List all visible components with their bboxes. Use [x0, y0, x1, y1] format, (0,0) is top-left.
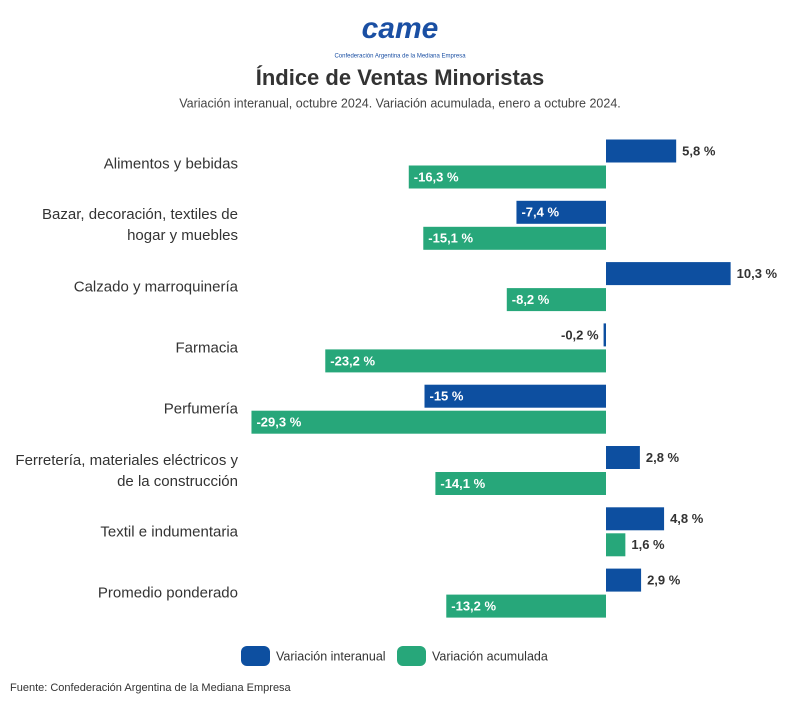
logo: came: [362, 12, 439, 45]
value-label: 4,8 %: [670, 511, 704, 526]
value-label: 5,8 %: [682, 143, 716, 158]
bar: [606, 446, 640, 469]
bar: [606, 568, 642, 592]
bar: [408, 165, 606, 189]
value-label: 2,9 %: [647, 573, 681, 588]
chart-subtitle: Variación interanual, octubre 2024. Vari…: [179, 96, 621, 110]
category-label: Perfumería: [163, 400, 238, 418]
bar: [446, 594, 606, 618]
value-label: -23,2 %: [330, 353, 375, 368]
value-label: -7,4 %: [521, 205, 559, 220]
value-label: -15,1 %: [428, 231, 473, 246]
bar: [251, 410, 606, 434]
legend-label: Variación acumulada: [432, 649, 548, 663]
value-label: -8,2 %: [512, 292, 550, 307]
value-label: -15 %: [430, 389, 464, 404]
bar: [325, 349, 606, 373]
category-label: Farmacia: [175, 339, 238, 357]
bar: [606, 262, 731, 286]
legend-label: Variación interanual: [276, 649, 386, 663]
value-label: 1,6 %: [631, 537, 665, 552]
category-label: Bazar, decoración, textiles de hogar y m…: [42, 206, 238, 245]
bar: [606, 507, 665, 531]
bar: [435, 472, 606, 495]
bar: [424, 384, 606, 408]
legend-swatch: [397, 646, 426, 666]
category-label: Alimentos y bebidas: [103, 155, 238, 173]
bar: [506, 288, 606, 312]
bar: [516, 200, 606, 224]
value-label: 2,8 %: [646, 450, 680, 465]
value-label: -13,2 %: [451, 599, 496, 614]
value-label: 10,3 %: [737, 266, 778, 281]
bar: [606, 533, 626, 557]
chart-title: Índice de Ventas Minoristas: [256, 65, 545, 90]
source: Fuente: Confederación Argentina de la Me…: [10, 682, 292, 694]
value-label: -29,3 %: [256, 415, 301, 430]
bar: [423, 226, 606, 250]
logo-subtitle: Confederación Argentina de la Mediana Em…: [334, 54, 466, 60]
category-label: Promedio ponderado: [97, 584, 238, 602]
value-label: -0,2 %: [561, 327, 599, 342]
category-label: Calzado y marroquinería: [73, 278, 238, 296]
category-label: Textil e indumentaria: [100, 523, 238, 541]
value-label: -14,1 %: [440, 476, 485, 491]
legend-swatch: [241, 646, 270, 666]
bar: [603, 323, 606, 347]
category-label: Ferretería, materiales eléctricos y de l…: [15, 451, 238, 490]
value-label: -16,3 %: [414, 169, 459, 184]
bar: [606, 139, 677, 163]
